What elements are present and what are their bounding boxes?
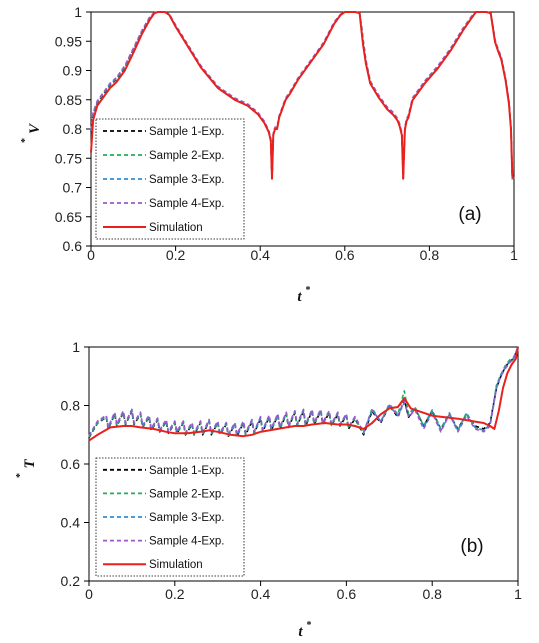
p1-y-tick-label: 0.65 bbox=[55, 209, 82, 225]
p1-x-tick-label: 0.8 bbox=[420, 247, 440, 263]
p2-y-tick-label: 1 bbox=[72, 339, 80, 355]
p1-legend-label-1: Sample 1-Exp. bbox=[149, 126, 224, 138]
p2-legend-label-1: Sample 1-Exp. bbox=[149, 465, 224, 477]
p2-legend-label-3: Sample 3-Exp. bbox=[149, 512, 224, 524]
p2-x-tick-label: 0.2 bbox=[165, 586, 185, 602]
p2-y-tick-label: 0.2 bbox=[61, 573, 81, 589]
p1-legend-label-2: Sample 2-Exp. bbox=[149, 150, 224, 162]
p1-y-axis-label: V bbox=[27, 122, 43, 134]
p2-y-axis-label: T bbox=[22, 459, 38, 469]
p2-x-axis-label: t bbox=[298, 624, 303, 640]
p1-x-tick-label: 0.4 bbox=[250, 247, 270, 263]
p1-x-tick-label: 0.2 bbox=[166, 247, 186, 263]
p2-x-tick-label: 0 bbox=[85, 586, 93, 602]
p2-y-tick-label: 0.8 bbox=[61, 398, 81, 414]
p2-series-line-4 bbox=[88, 346, 519, 437]
p2-x-tick-label: 1 bbox=[514, 586, 522, 602]
p1-y-tick-label: 1 bbox=[74, 4, 82, 20]
p2-x-tick-label: 0.6 bbox=[337, 586, 357, 602]
p1-y-axis-label-sup: * bbox=[20, 138, 31, 143]
p1-x-tick-label: 1 bbox=[510, 247, 518, 263]
p1-y-tick-label: 0.8 bbox=[63, 121, 83, 137]
p1-x-tick-label: 0.6 bbox=[335, 247, 355, 263]
p1-panel-label: (a) bbox=[458, 204, 481, 225]
p2-panel-label: (b) bbox=[460, 536, 483, 557]
p2-series-line-5 bbox=[88, 346, 519, 442]
p1-legend-label-4: Sample 4-Exp. bbox=[149, 198, 224, 210]
p1-series-line-5 bbox=[90, 11, 515, 180]
p2-series-line-3 bbox=[88, 346, 519, 437]
p1-y-tick-label: 0.85 bbox=[55, 92, 82, 108]
p1-y-tick-label: 0.95 bbox=[55, 33, 82, 49]
p2-x-axis-label-sup: * bbox=[307, 620, 312, 631]
p2-legend-label-4: Sample 4-Exp. bbox=[149, 536, 224, 548]
p1-y-tick-label: 0.75 bbox=[55, 150, 82, 166]
p2-legend-label-5: Simulation bbox=[149, 559, 203, 571]
p1-x-tick-label: 0 bbox=[87, 247, 95, 263]
p1-y-tick-label: 0.7 bbox=[63, 180, 83, 196]
p1-x-axis-label-sup: * bbox=[306, 285, 311, 296]
p1-x-axis-label: t bbox=[297, 289, 302, 305]
p2-x-tick-label: 0.8 bbox=[422, 586, 442, 602]
p2-y-tick-label: 0.6 bbox=[61, 456, 81, 472]
p1-legend-label-3: Sample 3-Exp. bbox=[149, 174, 224, 186]
p2-y-axis-label-sup: * bbox=[15, 473, 26, 478]
p1-y-tick-label: 0.9 bbox=[63, 63, 83, 79]
p1-legend-label-5: Simulation bbox=[149, 222, 203, 234]
p2-x-tick-label: 0.4 bbox=[251, 586, 271, 602]
p2-legend-label-2: Sample 2-Exp. bbox=[149, 488, 224, 500]
p1-y-tick-label: 0.6 bbox=[63, 238, 83, 254]
p2-y-tick-label: 0.4 bbox=[61, 515, 81, 531]
